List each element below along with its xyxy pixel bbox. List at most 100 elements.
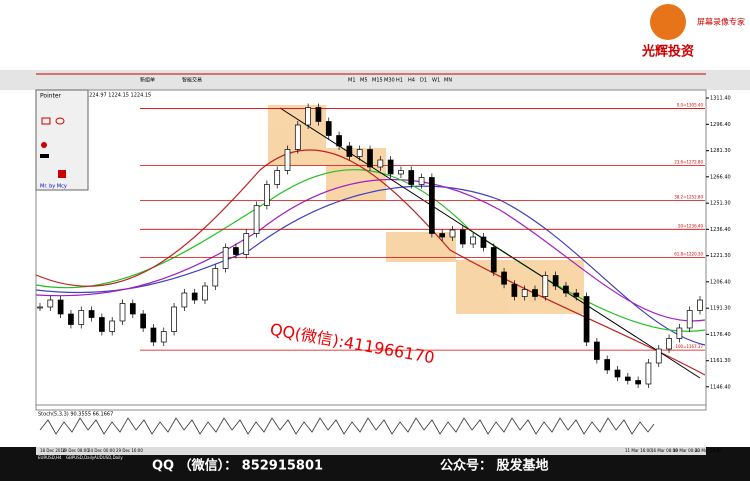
- color-box[interactable]: [58, 170, 66, 178]
- tab[interactable]: AUDUSD,Daily: [94, 455, 123, 460]
- candle: [686, 310, 693, 329]
- candle: [604, 359, 611, 371]
- y-tick-label: 1311.40: [710, 96, 731, 102]
- fib-label: 0.0=1305.40: [677, 103, 704, 108]
- candle: [325, 121, 332, 136]
- y-tick-label: 1161.30: [710, 358, 731, 364]
- candle: [583, 296, 590, 343]
- fib-label: 61.8=1220.30: [674, 251, 703, 256]
- fib-label: 100=1167.37: [675, 344, 703, 349]
- candle: [624, 376, 631, 381]
- y-tick-label: 1251.30: [710, 201, 731, 207]
- ma-purple: [35, 178, 706, 322]
- y-tick-label: 1176.40: [710, 332, 731, 338]
- candle: [264, 184, 270, 206]
- candle: [449, 229, 456, 238]
- candle: [377, 159, 384, 168]
- candle: [532, 289, 538, 297]
- candle: [676, 327, 683, 339]
- candle: [202, 285, 208, 301]
- candle: [573, 292, 580, 297]
- candle: [222, 247, 229, 269]
- tool[interactable]: [41, 142, 47, 148]
- candle: [160, 331, 167, 343]
- candle: [418, 177, 425, 185]
- zone: [326, 148, 386, 200]
- candle: [233, 247, 239, 255]
- candle: [171, 306, 177, 332]
- tab[interactable]: GBPUSD,Daily: [66, 455, 95, 460]
- candle: [470, 236, 476, 245]
- tool[interactable]: [41, 117, 51, 125]
- candle: [501, 271, 507, 285]
- candle: [68, 313, 74, 325]
- candle: [511, 283, 518, 297]
- candle: [480, 236, 487, 248]
- y-tick-label: 1266.40: [710, 174, 731, 180]
- pointer-credit: Mr. by Mcy: [40, 184, 67, 190]
- candle: [346, 145, 353, 157]
- quote: 1224.97 1224.15 1224.15: [86, 93, 151, 99]
- fib-label: 50=1236.40: [678, 223, 703, 228]
- candle: [294, 124, 301, 150]
- x-tick-label: 29 Dec 16:00: [116, 448, 143, 453]
- candle: [356, 149, 363, 157]
- candle: [150, 327, 157, 343]
- tab[interactable]: EURUSD,H4: [38, 455, 62, 460]
- timeframe[interactable]: M5: [360, 78, 368, 84]
- logo-icon: [650, 4, 686, 40]
- timeframe[interactable]: M15: [372, 78, 383, 84]
- candle: [99, 317, 105, 332]
- candle: [697, 299, 703, 311]
- footer-qq: QQ （微信）： 852915801: [152, 458, 323, 474]
- tool[interactable]: [55, 117, 65, 125]
- candle: [645, 362, 652, 385]
- y-tick-label: 1236.40: [710, 227, 731, 233]
- candle: [284, 149, 291, 171]
- header-bg: [0, 0, 750, 70]
- candle: [552, 275, 559, 287]
- candle: [305, 107, 311, 126]
- tool[interactable]: [40, 154, 49, 158]
- candle: [212, 268, 219, 287]
- fib-label: 23.6=1272.80: [674, 160, 703, 165]
- candle: [57, 299, 64, 315]
- toolbar-button[interactable]: 新组单: [140, 77, 155, 84]
- timeframe[interactable]: H4: [408, 78, 415, 84]
- candle: [666, 338, 672, 350]
- brand-text: 屏幕录像专家: [697, 17, 745, 27]
- timeframe[interactable]: W1: [432, 78, 440, 84]
- candle: [490, 247, 497, 273]
- x-tick-label: 16 Mar 08:00: [651, 448, 678, 453]
- candle: [140, 313, 146, 329]
- footer-account: 公众号： 股发基地: [440, 458, 549, 474]
- tab-bar: [36, 447, 706, 455]
- candle: [429, 177, 435, 234]
- stochastic: [39, 417, 655, 435]
- y-tick-label: 1146.40: [710, 384, 731, 390]
- candle: [594, 341, 600, 360]
- candle: [542, 275, 549, 297]
- timeframe[interactable]: M1: [348, 78, 356, 84]
- x-tick-label: 24 Dec 00:00: [88, 448, 115, 453]
- zone: [456, 260, 584, 314]
- toolbar-button[interactable]: 智能交易: [182, 77, 202, 84]
- toolbar: [0, 70, 750, 90]
- indicator-label: Stoch(5,3,3) 90.3555 66.1667: [38, 412, 113, 418]
- candle: [387, 159, 394, 175]
- timeframe[interactable]: H1: [396, 78, 403, 84]
- x-tick-label: 23 Mar 16:00: [695, 448, 722, 453]
- candle: [521, 289, 528, 297]
- timeframe[interactable]: D1: [420, 78, 427, 84]
- candle: [47, 299, 54, 308]
- timeframe[interactable]: MN: [444, 78, 452, 84]
- candle: [635, 380, 641, 385]
- candle: [191, 292, 198, 301]
- x-tick-label: 19 Dec 08:00: [62, 448, 89, 453]
- candle: [655, 348, 662, 364]
- candle: [88, 310, 95, 318]
- candle: [253, 205, 260, 234]
- timeframe[interactable]: M30: [384, 78, 395, 84]
- x-tick-label: 11 Mar 16:00: [625, 448, 652, 453]
